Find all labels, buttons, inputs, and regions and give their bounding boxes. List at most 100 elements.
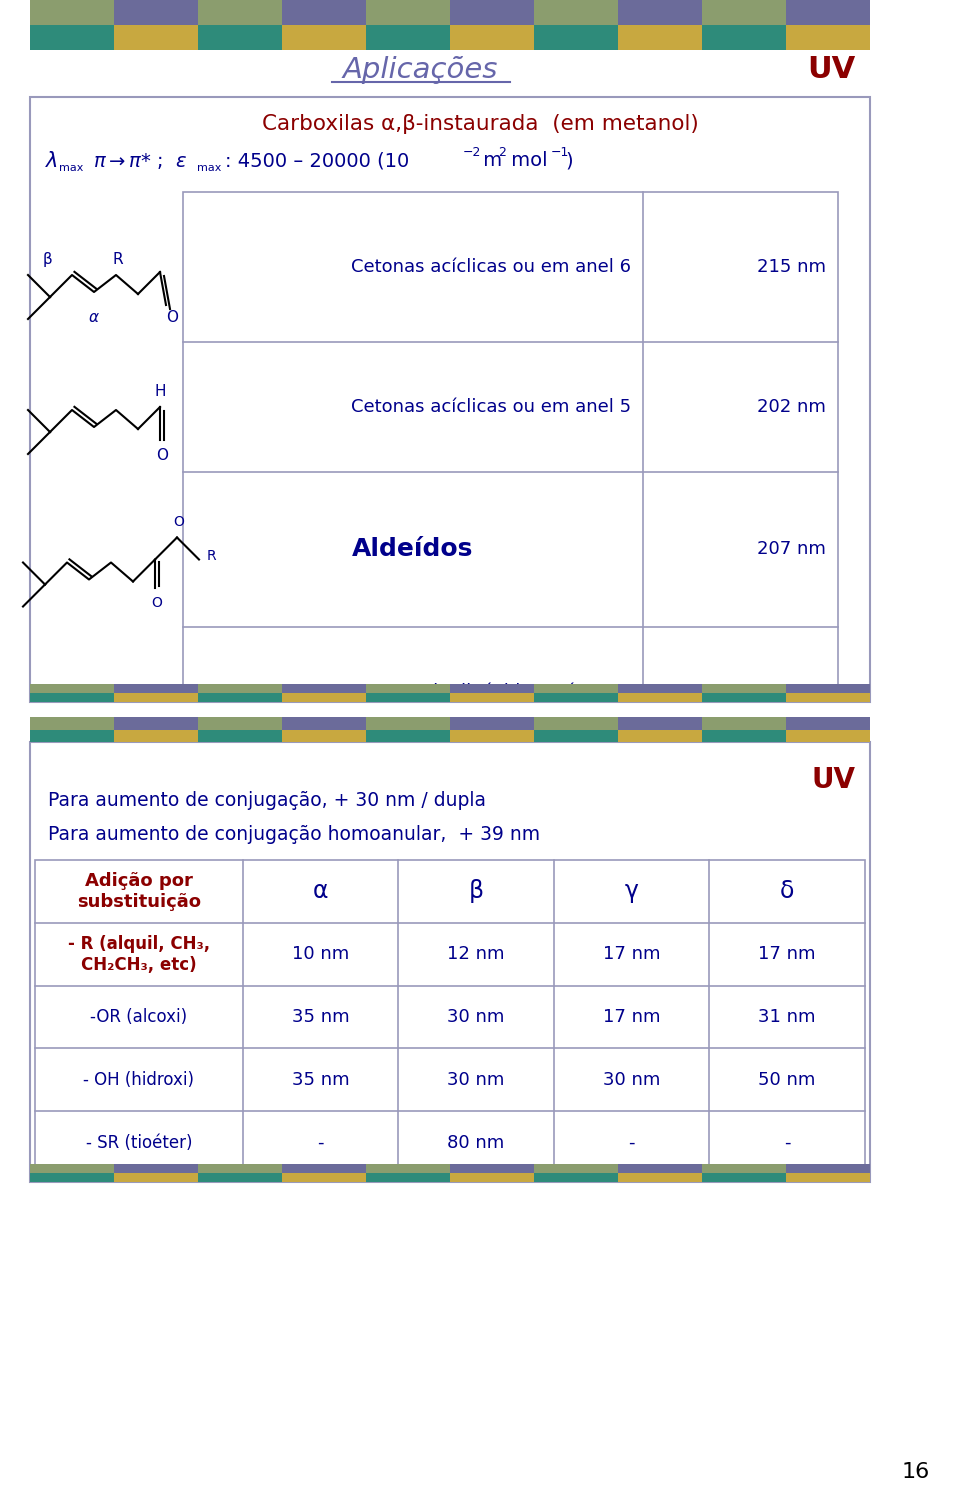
Bar xyxy=(618,1174,702,1183)
Bar xyxy=(114,1174,198,1183)
Bar xyxy=(282,1165,366,1174)
Text: -: - xyxy=(784,1133,790,1151)
Bar xyxy=(786,0,870,25)
Bar xyxy=(702,25,786,49)
Bar xyxy=(30,693,114,702)
Text: Para aumento de conjugação homoanular,  + 39 nm: Para aumento de conjugação homoanular, +… xyxy=(48,825,540,843)
Text: 215 nm: 215 nm xyxy=(757,257,826,275)
Text: O: O xyxy=(152,596,162,611)
Bar xyxy=(282,693,366,702)
Text: 31 nm: 31 nm xyxy=(758,1007,816,1025)
Bar xyxy=(450,1165,534,1174)
Bar xyxy=(30,1165,114,1174)
Text: UV: UV xyxy=(811,766,855,793)
Text: - R (alquil, CH₃,
CH₂CH₃, etc): - R (alquil, CH₃, CH₂CH₃, etc) xyxy=(68,934,210,973)
Bar xyxy=(30,717,114,729)
Text: : 4500 – 20000 (10: : 4500 – 20000 (10 xyxy=(225,151,409,171)
Bar xyxy=(786,729,870,743)
Text: 30 nm: 30 nm xyxy=(447,1007,505,1025)
Text: m: m xyxy=(477,151,502,171)
Bar xyxy=(198,729,282,743)
Bar xyxy=(618,717,702,729)
Bar xyxy=(114,1165,198,1174)
Text: UV: UV xyxy=(806,55,855,84)
Bar xyxy=(114,729,198,743)
Bar xyxy=(30,1174,114,1183)
Text: Carboxilas α,β-instaurada  (em metanol): Carboxilas α,β-instaurada (em metanol) xyxy=(262,114,698,135)
Text: R = H, alquil, ácido ou ésteres: R = H, alquil, ácido ou ésteres xyxy=(358,683,631,701)
Bar xyxy=(282,1174,366,1183)
Bar xyxy=(618,693,702,702)
Bar xyxy=(282,717,366,729)
Bar xyxy=(702,729,786,743)
Bar xyxy=(35,859,865,1174)
Text: β: β xyxy=(468,879,484,903)
Bar xyxy=(450,25,534,49)
Bar xyxy=(183,192,838,698)
Text: Para aumento de conjugação, + 30 nm / dupla: Para aumento de conjugação, + 30 nm / du… xyxy=(48,790,486,810)
Bar xyxy=(282,0,366,25)
Bar xyxy=(534,1165,618,1174)
Bar xyxy=(534,693,618,702)
Text: -OR (alcoxi): -OR (alcoxi) xyxy=(90,1007,187,1025)
Text: max: max xyxy=(59,163,84,174)
Text: α: α xyxy=(313,879,328,903)
Text: O: O xyxy=(156,448,168,463)
Bar xyxy=(366,729,450,743)
Bar xyxy=(618,729,702,743)
Text: 35 nm: 35 nm xyxy=(292,1070,349,1088)
Bar xyxy=(618,0,702,25)
Text: 30 nm: 30 nm xyxy=(447,1070,505,1088)
Bar xyxy=(702,0,786,25)
Bar xyxy=(450,693,534,702)
Bar xyxy=(198,717,282,729)
Bar xyxy=(618,1165,702,1174)
Text: 30 nm: 30 nm xyxy=(603,1070,660,1088)
Bar xyxy=(618,684,702,693)
Text: γ: γ xyxy=(625,879,638,903)
Text: 10 nm: 10 nm xyxy=(292,945,348,963)
Text: Cetonas acíclicas ou em anel 5: Cetonas acíclicas ou em anel 5 xyxy=(350,398,631,416)
Text: ): ) xyxy=(565,151,572,171)
Bar xyxy=(534,684,618,693)
Bar xyxy=(198,693,282,702)
Bar xyxy=(702,717,786,729)
Bar xyxy=(534,729,618,743)
Bar xyxy=(534,0,618,25)
Bar xyxy=(534,717,618,729)
Bar xyxy=(114,25,198,49)
Text: -: - xyxy=(628,1133,635,1151)
Bar xyxy=(786,25,870,49)
Text: -: - xyxy=(317,1133,324,1151)
Text: Adição por
substituição: Adição por substituição xyxy=(77,871,201,910)
Bar xyxy=(30,743,870,1183)
Bar xyxy=(366,693,450,702)
Bar xyxy=(786,1174,870,1183)
Bar xyxy=(366,684,450,693)
Text: 197 nm: 197 nm xyxy=(757,683,826,701)
Bar xyxy=(114,684,198,693)
Bar xyxy=(534,1174,618,1183)
Bar xyxy=(282,25,366,49)
Text: 16: 16 xyxy=(901,1463,930,1482)
Bar xyxy=(282,729,366,743)
Text: H: H xyxy=(155,385,166,400)
Text: 80 nm: 80 nm xyxy=(447,1133,505,1151)
Bar xyxy=(30,97,870,702)
Bar xyxy=(366,1165,450,1174)
Bar xyxy=(450,684,534,693)
Bar xyxy=(198,1174,282,1183)
Bar xyxy=(786,1165,870,1174)
Text: Aldeídos: Aldeídos xyxy=(352,537,473,561)
Bar xyxy=(786,684,870,693)
Text: Aplicações: Aplicações xyxy=(343,55,497,84)
Text: O: O xyxy=(166,310,178,325)
Bar xyxy=(534,25,618,49)
Bar xyxy=(702,1165,786,1174)
Text: −1: −1 xyxy=(551,147,569,160)
Bar xyxy=(702,693,786,702)
Bar xyxy=(450,0,534,25)
Bar xyxy=(786,717,870,729)
Bar xyxy=(198,0,282,25)
Bar xyxy=(450,1174,534,1183)
